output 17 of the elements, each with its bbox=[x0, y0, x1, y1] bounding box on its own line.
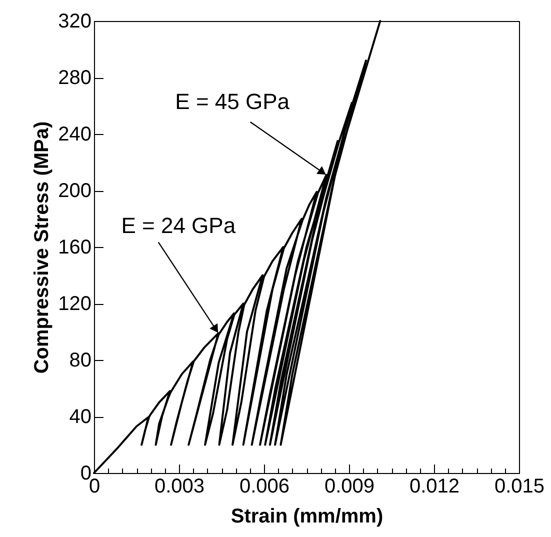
x-tick-label: 0.015 bbox=[494, 476, 545, 498]
y-tick-label: 240 bbox=[58, 124, 92, 146]
y-axis-title: Compressive Stress (MPa) bbox=[31, 121, 54, 374]
y-tick-label: 320 bbox=[58, 10, 92, 32]
x-axis-title: Strain (mm/mm) bbox=[230, 506, 384, 528]
y-tick-label: 120 bbox=[58, 293, 92, 315]
x-tick-label: 0.006 bbox=[239, 476, 290, 498]
annotation: E = 45 GPa bbox=[175, 88, 290, 114]
x-tick-label: 0.003 bbox=[154, 476, 205, 498]
y-tick-label: 280 bbox=[58, 67, 92, 89]
annotation: E = 24 GPa bbox=[121, 213, 236, 238]
y-tick-label: 80 bbox=[69, 350, 92, 372]
x-tick-label: 0.012 bbox=[409, 476, 460, 498]
y-tick-label: 200 bbox=[58, 180, 92, 202]
y-tick-label: 40 bbox=[69, 406, 92, 428]
x-tick-label: 0.009 bbox=[324, 476, 375, 498]
y-tick-label: 160 bbox=[58, 236, 92, 258]
